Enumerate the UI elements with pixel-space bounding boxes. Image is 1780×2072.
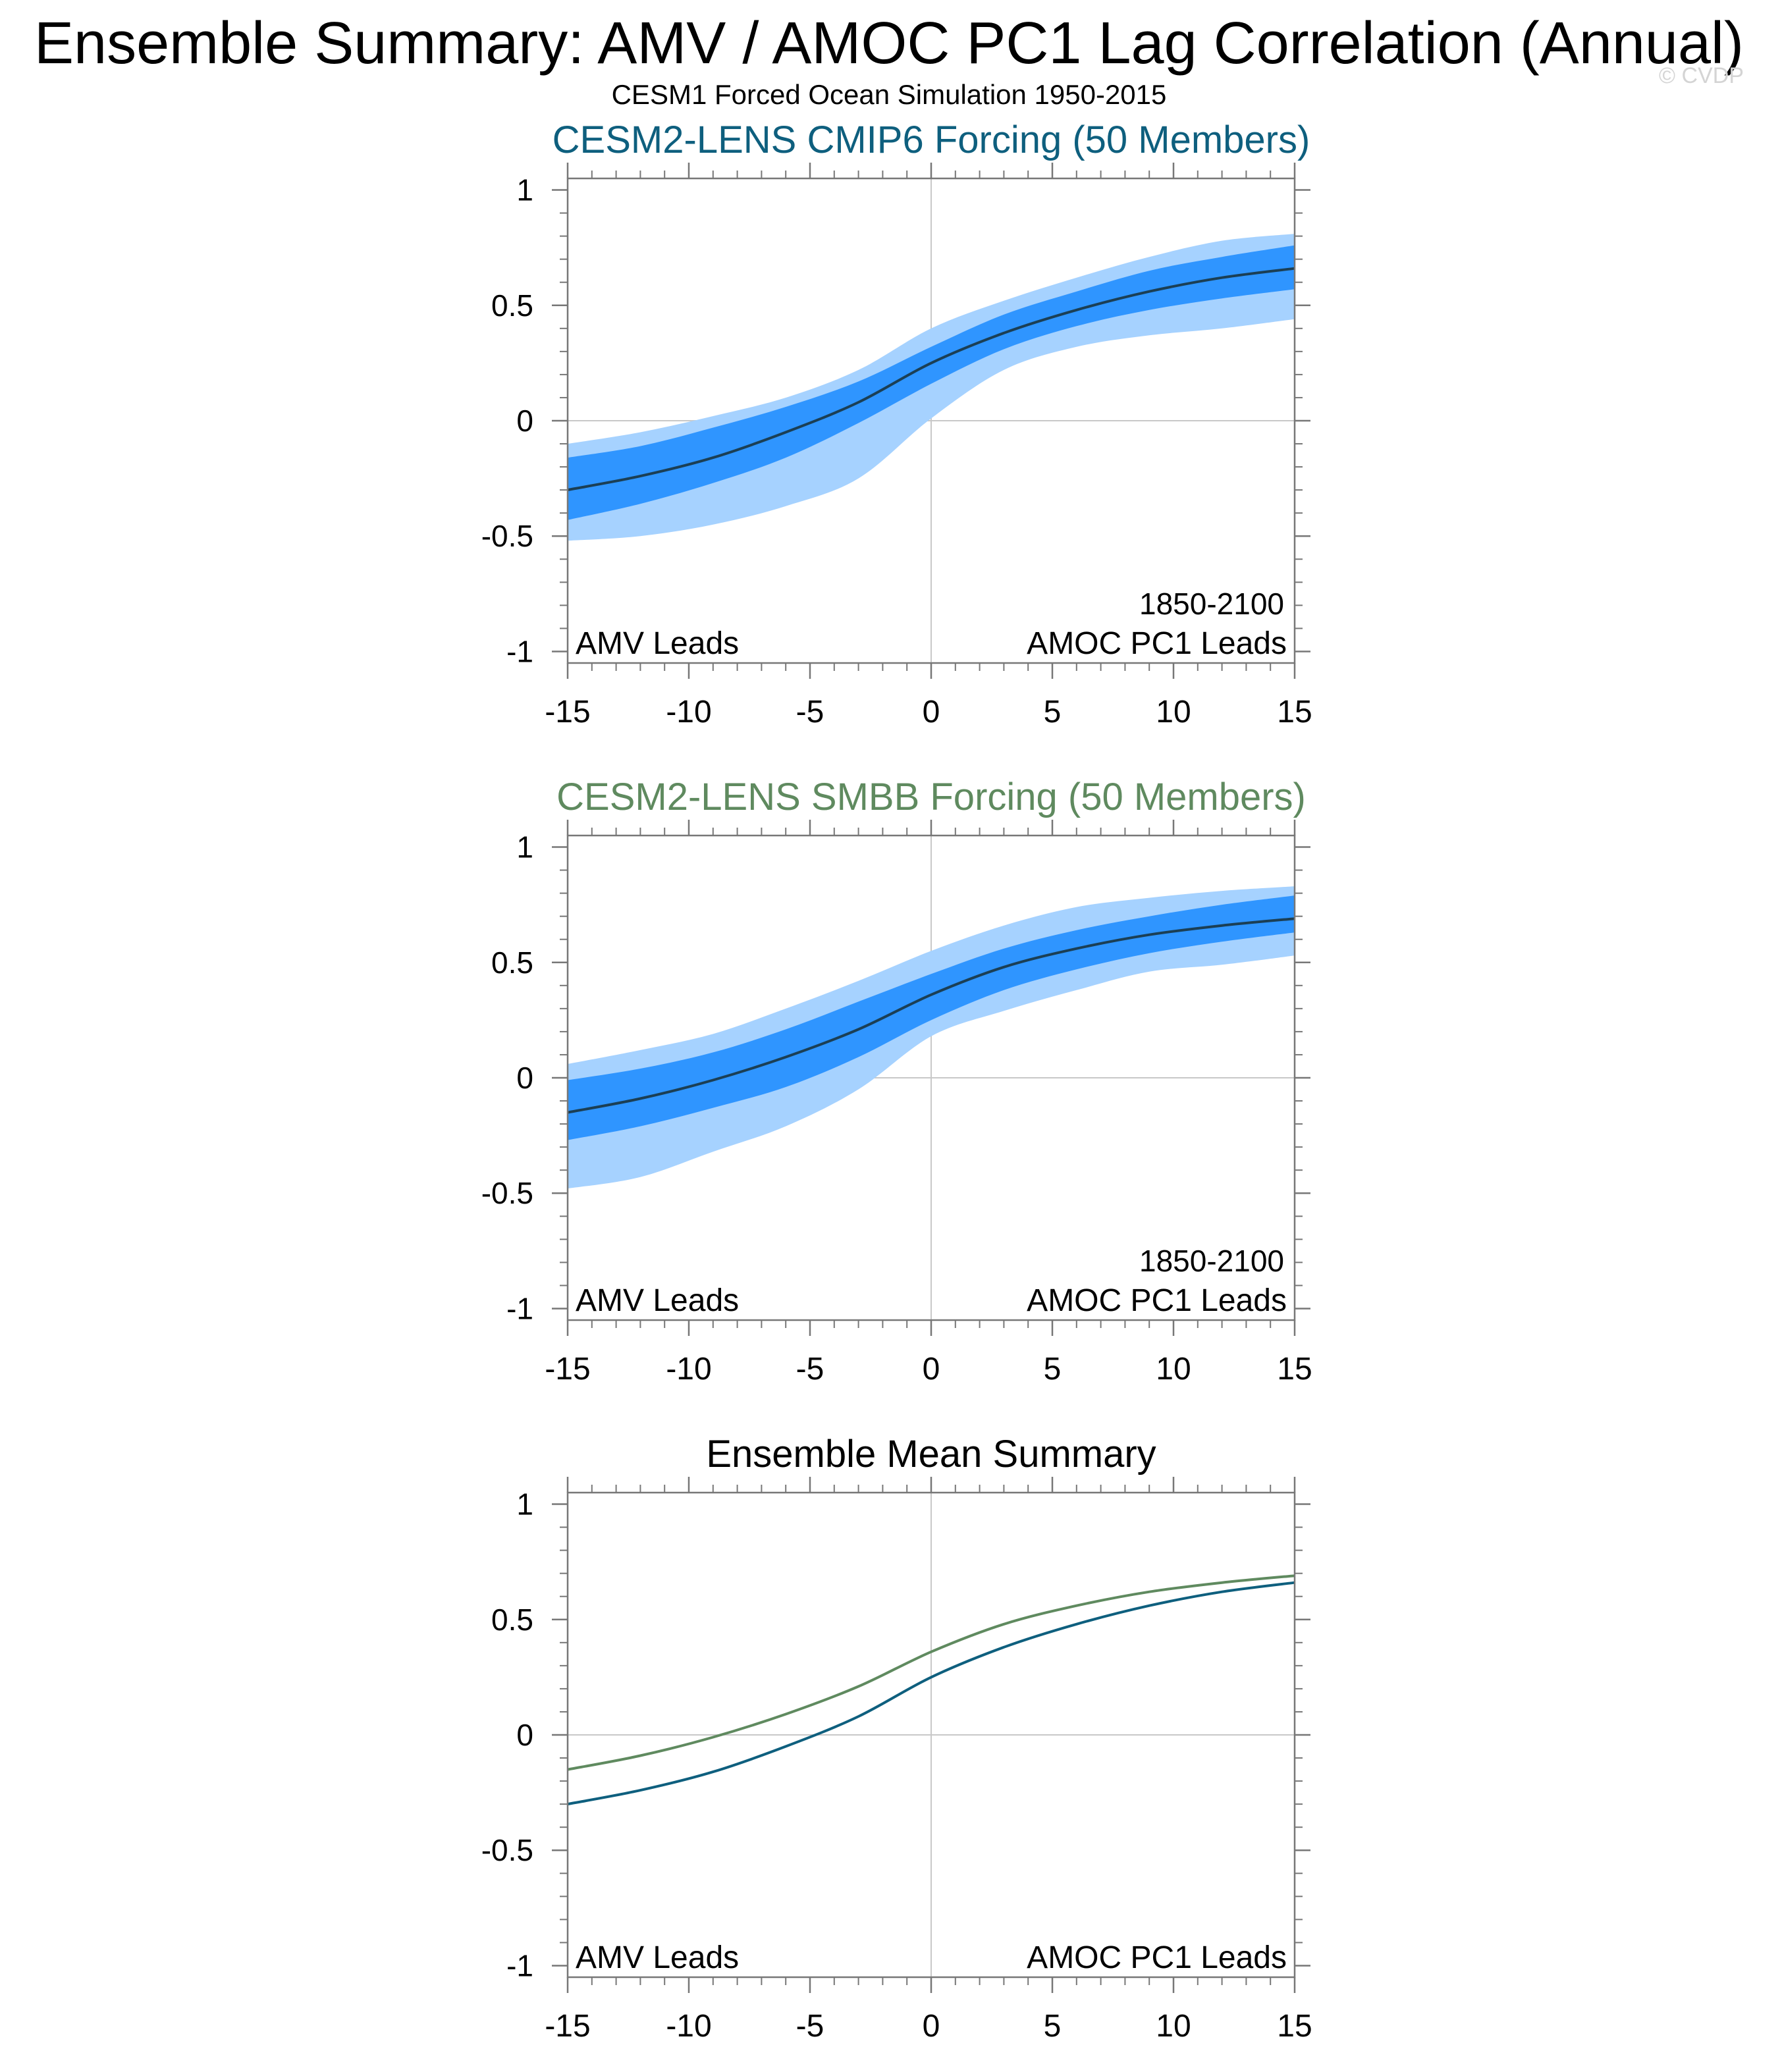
y-tick-label: 0 [516, 1718, 533, 1752]
x-tick-label: -15 [545, 2009, 590, 2044]
mean-panel: Ensemble Mean Summary-15 -10 -5 0 5 10 15-1-0.… [481, 1433, 1312, 2044]
chart-panels: CESM2-LENS CMIP6 Forcing (50 Members)-15… [481, 119, 1312, 2044]
x-tick-label: -15 [545, 1352, 590, 1387]
x-tick-label: -5 [796, 1352, 824, 1387]
x-tick-label: 10 [1156, 1352, 1191, 1387]
amoc-leads-label: AMOC PC1 Leads [1027, 1283, 1287, 1318]
y-tick-label: 0.5 [491, 1603, 533, 1637]
x-tick-label: -15 [545, 695, 590, 730]
x-tick-label: -10 [666, 1352, 711, 1387]
series-line-smbb [567, 1574, 1295, 1771]
x-tick-label: 5 [1044, 695, 1062, 730]
y-tick-label: 0.5 [491, 288, 533, 323]
amv-leads-label: AMV Leads [576, 1283, 739, 1318]
x-tick-label: 10 [1156, 2009, 1191, 2044]
x-tick-label: 15 [1277, 695, 1312, 730]
x-tick-label: -10 [666, 2009, 711, 2044]
y-tick-label: 1 [516, 830, 533, 864]
period-label: 1850-2100 [1139, 587, 1284, 621]
main-title: Ensemble Summary: AMV / AMOC PC1 Lag Cor… [34, 11, 1744, 76]
y-tick-label: -0.5 [481, 1833, 533, 1867]
x-tick-label: -5 [796, 2009, 824, 2044]
y-tick-label: -0.5 [481, 1176, 533, 1210]
x-tick-label: 15 [1277, 2009, 1312, 2044]
x-tick-label: -10 [666, 695, 711, 730]
period-label: 1850-2100 [1139, 1244, 1284, 1278]
outer-range-band [568, 886, 1295, 1189]
x-tick-label: 10 [1156, 695, 1191, 730]
y-tick-label: -0.5 [481, 519, 533, 553]
y-tick-label: 1 [516, 173, 533, 207]
x-tick-label: 15 [1277, 1352, 1312, 1387]
panel-title: CESM2-LENS SMBB Forcing (50 Members) [556, 776, 1306, 818]
y-tick-label: 1 [516, 1487, 533, 1522]
y-tick-label: 0.5 [491, 945, 533, 980]
x-tick-label: 5 [1044, 2009, 1062, 2044]
y-tick-label: -1 [506, 1291, 533, 1325]
amoc-leads-label: AMOC PC1 Leads [1027, 1940, 1287, 1975]
x-tick-label: 0 [923, 695, 940, 730]
x-tick-label: -5 [796, 695, 824, 730]
amv-leads-label: AMV Leads [576, 1940, 739, 1975]
series-line-cmip6 [567, 1581, 1295, 1806]
subtitle: CESM1 Forced Ocean Simulation 1950-2015 [612, 79, 1167, 110]
ensemble-mean-line [567, 917, 1295, 1114]
panel-title: CESM2-LENS CMIP6 Forcing (50 Members) [553, 119, 1310, 161]
y-tick-label: -1 [506, 634, 533, 668]
y-tick-label: 0 [516, 1061, 533, 1095]
panel-title: Ensemble Mean Summary [706, 1433, 1156, 1475]
y-tick-label: -1 [506, 1948, 533, 1982]
inner-range-band [568, 245, 1295, 520]
ensemble-mean-line [567, 267, 1295, 492]
smbb-panel: CESM2-LENS SMBB Forcing (50 Members)-15-… [481, 776, 1312, 1387]
amv-leads-label: AMV Leads [576, 626, 739, 661]
x-tick-label: 5 [1044, 1352, 1062, 1387]
cmip6-panel: CESM2-LENS CMIP6 Forcing (50 Members)-15… [481, 119, 1312, 730]
inner-range-band [568, 895, 1295, 1140]
x-tick-label: 0 [923, 1352, 940, 1387]
y-tick-label: 0 [516, 404, 533, 438]
watermark: © CVDP [1659, 63, 1744, 88]
x-tick-label: 0 [923, 2009, 940, 2044]
amoc-leads-label: AMOC PC1 Leads [1027, 626, 1287, 661]
